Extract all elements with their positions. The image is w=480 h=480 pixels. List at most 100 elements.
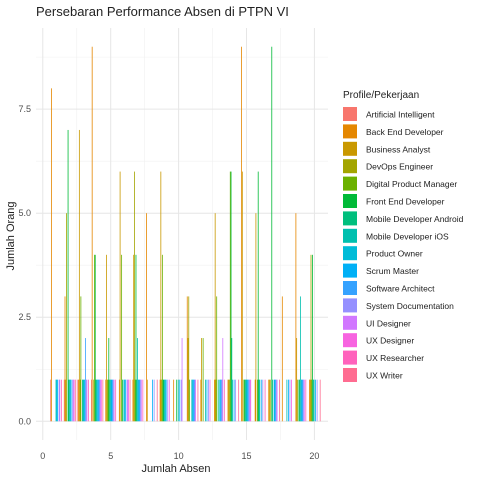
legend-swatch	[343, 194, 357, 208]
bar	[313, 379, 315, 422]
bar	[286, 379, 288, 422]
bar	[312, 379, 314, 422]
bar	[297, 379, 298, 422]
legend-label: UX Writer	[366, 371, 403, 381]
bar	[206, 379, 208, 422]
legend-label: Front End Developer	[366, 197, 445, 207]
bar	[275, 379, 277, 422]
bar	[109, 379, 111, 422]
bar	[243, 379, 245, 422]
bar	[186, 296, 188, 422]
y-tick-label: 2.5	[18, 312, 31, 322]
axes: 0 5 10 15 20 0.0 2.5 5.0 7.5	[18, 104, 319, 461]
bar	[70, 379, 72, 422]
bar	[274, 379, 276, 422]
bar	[220, 379, 222, 422]
legend-swatch	[343, 176, 357, 191]
y-axis-title: Jumlah Orang	[5, 201, 17, 270]
x-tick-label: 10	[174, 451, 184, 461]
bar	[153, 379, 155, 422]
bar	[72, 379, 74, 422]
legend-label: System Documentation	[366, 301, 454, 311]
bar	[161, 254, 163, 422]
bar	[66, 213, 67, 422]
bar	[134, 171, 135, 422]
bar	[119, 171, 121, 422]
bar	[136, 379, 138, 422]
legend-swatch	[343, 159, 357, 174]
x-tick-label: 20	[309, 451, 319, 461]
legend-label: Mobile Developer iOS	[366, 231, 449, 241]
bar	[82, 379, 84, 422]
bar	[300, 296, 301, 422]
bar	[50, 379, 52, 422]
bar	[193, 379, 195, 422]
x-tick-label: 15	[242, 451, 252, 461]
bar	[51, 88, 52, 422]
bar	[115, 379, 117, 422]
bar	[244, 379, 246, 422]
bar	[85, 338, 86, 422]
bar	[142, 379, 144, 422]
bar	[111, 379, 113, 422]
bar	[229, 379, 230, 422]
bar	[246, 379, 248, 422]
bar	[275, 379, 277, 422]
bar	[168, 379, 170, 422]
bar	[88, 379, 89, 422]
legend-label: Business Analyst	[366, 144, 431, 154]
bar	[97, 379, 99, 422]
bar	[319, 379, 321, 422]
bar	[315, 379, 316, 422]
bar	[82, 379, 83, 422]
bar	[91, 379, 92, 422]
bar	[223, 379, 225, 422]
bar	[228, 379, 230, 422]
legend-label: Artificial Intelligent	[366, 110, 435, 120]
bar	[202, 338, 204, 422]
bar	[91, 46, 93, 422]
bar	[165, 379, 167, 422]
bar	[200, 379, 202, 422]
bar	[156, 379, 158, 422]
bar	[160, 171, 162, 422]
chart-title: Persebaran Performance Absen di PTPN VI	[36, 4, 289, 19]
bar	[257, 171, 259, 422]
bar	[99, 379, 101, 422]
legend-swatch	[343, 298, 357, 313]
bar	[260, 379, 262, 422]
bar	[84, 379, 86, 422]
bar	[164, 379, 166, 422]
bar	[221, 379, 223, 422]
bar	[112, 379, 114, 422]
bar	[138, 379, 140, 422]
bar	[276, 379, 278, 422]
bar	[112, 379, 114, 422]
bar	[291, 379, 292, 422]
bar	[67, 129, 69, 422]
legend-label: UX Researcher	[366, 353, 424, 363]
bar	[250, 379, 252, 422]
legend-swatch	[343, 368, 357, 382]
bar	[269, 379, 271, 422]
bar	[167, 379, 169, 422]
bar	[309, 379, 311, 422]
bar	[94, 254, 95, 422]
bar	[316, 379, 318, 422]
bar	[94, 254, 96, 422]
bar	[244, 379, 246, 422]
bar	[305, 379, 307, 422]
legend-swatch	[343, 333, 357, 348]
bar	[272, 379, 273, 422]
bar	[95, 379, 97, 422]
bar	[135, 254, 137, 422]
bar	[137, 379, 139, 422]
legend-swatch	[343, 246, 357, 261]
bar	[310, 254, 312, 422]
bar	[85, 379, 87, 422]
bar	[238, 379, 240, 422]
bar	[192, 379, 194, 422]
bar	[161, 379, 163, 422]
bar	[55, 379, 57, 422]
bar	[255, 213, 257, 422]
